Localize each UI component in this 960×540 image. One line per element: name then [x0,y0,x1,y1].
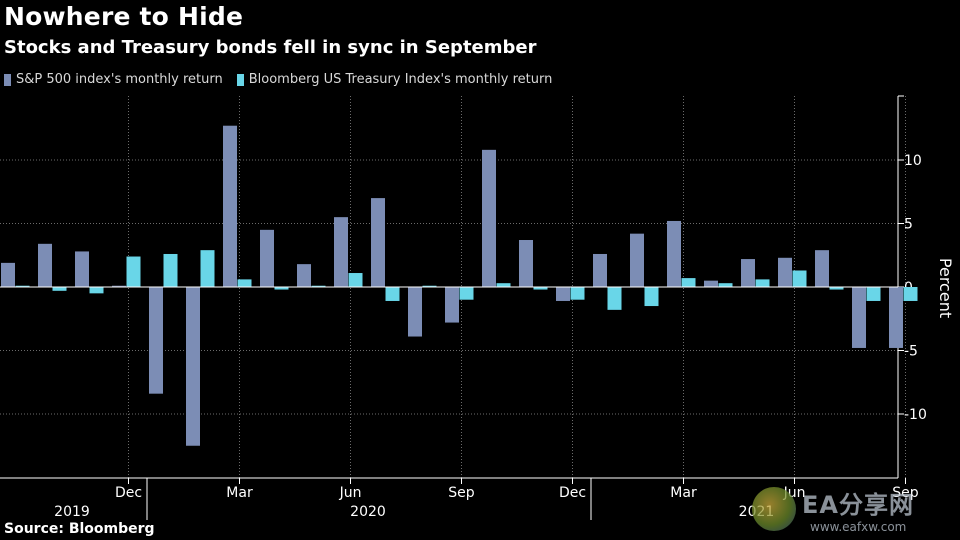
legend-label-treasury: Bloomberg US Treasury Index's monthly re… [248,72,553,87]
watermark: EA分享网 www.eafxw.com [752,482,956,536]
bar-treasury [496,283,511,287]
bar-sp500 [445,287,459,323]
watermark-main: EA分享网 [802,490,914,519]
watermark-url: www.eafxw.com [810,519,907,534]
bar-sp500 [519,240,533,287]
bar-sp500 [741,259,755,287]
x-tick-label: Jun [339,485,362,501]
bar-sp500 [75,251,89,287]
bar-treasury [15,285,30,287]
bar-sp500 [556,287,570,301]
bar-treasury [755,279,770,287]
bar-treasury [237,279,252,287]
bar-treasury [718,283,733,287]
bar-treasury [866,287,881,301]
y-axis-label: Percent [936,258,955,318]
bar-sp500 [778,257,792,287]
bar-sp500 [482,149,496,287]
bar-treasury [607,287,622,310]
legend-label-sp500: S&P 500 index's monthly return [16,72,223,87]
bar-sp500 [852,287,866,348]
y-tick-label: 10 [904,153,922,169]
x-tick-label: Sep [448,485,475,501]
bar-treasury [459,287,474,300]
bar-sp500 [297,264,311,287]
bar-treasury [681,278,696,287]
chart-title: Nowhere to Hide [4,2,244,31]
source-note: Source: Bloomberg [4,521,155,537]
legend-item-sp500: S&P 500 index's monthly return [4,72,223,87]
bar-treasury [385,287,400,301]
legend-swatch-sp500 [4,73,11,86]
legend-swatch-treasury [236,73,244,86]
bar-sp500 [667,220,681,287]
bar-sp500 [149,287,163,394]
bar-treasury [829,287,844,290]
bar-treasury [533,287,548,290]
bar-sp500 [334,217,348,287]
y-tick-label: -5 [904,344,918,360]
bar-sp500 [408,287,422,337]
watermark-logo [752,487,796,531]
bar-sp500 [630,233,644,287]
legend-item-treasury: Bloomberg US Treasury Index's monthly re… [236,72,553,87]
bar-treasury [126,256,141,287]
x-tick-label: Mar [670,485,697,501]
bar-treasury [311,285,326,287]
bar-treasury [792,270,807,287]
x-tick-label: Sep [892,485,919,501]
y-tick-label: 5 [904,217,913,233]
bar-treasury [163,253,178,287]
bar-sp500 [1,262,15,287]
bar-sp500 [815,250,829,287]
y-tick-label: -10 [904,407,927,423]
bar-treasury [903,287,918,301]
bar-treasury [52,287,67,291]
bar-sp500 [186,287,200,446]
bar-treasury [570,287,585,300]
bar-sp500 [223,125,237,288]
x-tick-label: Dec [115,485,142,501]
bar-treasury [422,285,437,287]
bar-sp500 [704,280,718,287]
bar-sp500 [260,229,274,287]
bar-sp500 [593,253,607,287]
bar-sp500 [889,287,903,348]
chart-subtitle: Stocks and Treasury bonds fell in sync i… [4,37,537,58]
bar-treasury [200,250,215,287]
bar-sp500 [112,285,126,287]
x-tick-label: Dec [559,485,586,501]
bar-treasury [644,287,659,307]
bar-treasury [89,287,104,294]
x-tick-label: Mar [226,485,253,501]
bar-treasury [348,273,363,287]
bar-treasury [274,287,289,290]
x-year-label: 2020 [350,504,386,520]
watermark-text: EA分享网 www.eafxw.com [802,485,914,534]
bar-sp500 [371,198,385,287]
x-year-label: 2019 [54,504,90,520]
bar-sp500 [38,243,52,287]
chart-legend: S&P 500 index's monthly return Bloomberg… [4,72,566,87]
